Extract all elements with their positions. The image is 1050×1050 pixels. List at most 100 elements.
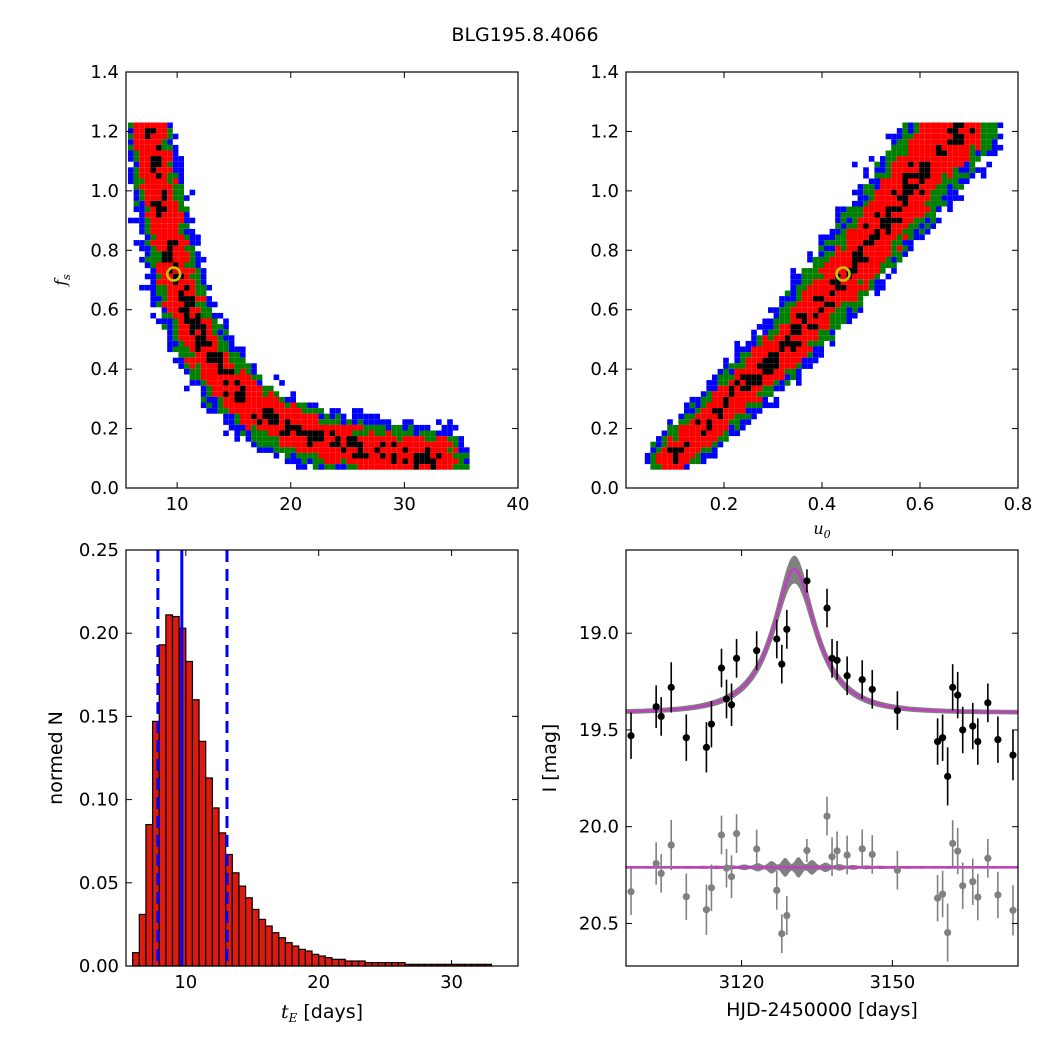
hist-bar — [238, 885, 247, 967]
outer-cell — [301, 464, 308, 470]
sigma2-cell — [139, 184, 145, 190]
outer-cell — [139, 256, 145, 263]
sigma2-cell — [419, 447, 425, 453]
sigma3-cell — [178, 206, 184, 213]
sigma2-cell — [964, 122, 970, 129]
sigma2-cell — [896, 184, 903, 190]
sigma2-cell — [172, 312, 179, 319]
sigma1-cell — [885, 223, 892, 229]
sigma1-cell — [335, 441, 341, 448]
sigma3-cell — [768, 335, 774, 341]
residual-point — [707, 884, 716, 892]
sigma2-cell — [919, 139, 925, 145]
sigma2-cell — [212, 335, 218, 341]
sigma3-cell — [128, 144, 134, 151]
sigma1-cell — [919, 161, 925, 168]
sigma3-cell — [374, 424, 380, 431]
sigma2-cell — [930, 128, 936, 134]
hist-bar — [191, 699, 200, 967]
outer-cell — [762, 402, 768, 409]
sigma3-cell — [430, 430, 436, 437]
sigma3-cell — [452, 436, 459, 442]
sigma2-cell — [296, 447, 302, 453]
sigma2-cell — [706, 436, 712, 442]
sigma3-cell — [801, 268, 808, 274]
sigma3-cell — [139, 195, 145, 201]
sigma2-cell — [941, 156, 948, 162]
panel1-xtick-label: 0.2 — [710, 494, 739, 515]
sigma2-cell — [352, 447, 358, 453]
outer-cell — [234, 346, 240, 353]
outer-cell — [144, 284, 151, 291]
sigma2-cell — [144, 150, 151, 157]
sigma2-cell — [913, 212, 920, 218]
sigma3-cell — [296, 402, 302, 409]
sigma2-cell — [167, 301, 173, 308]
outer-cell — [144, 273, 151, 280]
sigma1-cell — [852, 268, 858, 274]
sigma3-cell — [706, 396, 712, 403]
sigma1-cell — [251, 413, 257, 420]
sigma3-cell — [172, 184, 179, 190]
outer-cell — [835, 228, 841, 235]
sigma2-cell — [290, 430, 296, 437]
outer-cell — [807, 363, 813, 369]
outer-cell — [891, 256, 897, 263]
outer-cell — [936, 217, 942, 224]
sigma1-cell — [891, 217, 897, 224]
sigma3-cell — [150, 256, 156, 263]
outer-cell — [172, 156, 179, 162]
sigma2-cell — [930, 156, 936, 162]
sigma2-cell — [161, 212, 168, 218]
outer-cell — [712, 452, 718, 459]
outer-cell — [200, 273, 207, 280]
sigma2-cell — [936, 122, 942, 129]
outer-cell — [189, 380, 196, 386]
sigma2-cell — [178, 245, 184, 252]
sigma2-cell — [857, 268, 864, 274]
outer-cell — [880, 167, 886, 173]
sigma3-cell — [380, 430, 386, 437]
sigma2-cell — [936, 133, 942, 140]
outer-cell — [751, 340, 757, 347]
sigma2-cell — [296, 441, 302, 448]
outer-cell — [924, 217, 931, 224]
outer-cell — [273, 452, 280, 459]
sigma2-cell — [363, 458, 369, 465]
sigma2-cell — [150, 178, 156, 185]
sigma1-cell — [178, 307, 184, 313]
sigma1-cell — [773, 363, 780, 369]
sigma3-cell — [689, 402, 696, 409]
sigma2-cell — [868, 256, 875, 263]
sigma2-cell — [712, 436, 718, 442]
sigma1-cell — [430, 464, 436, 470]
sigma2-cell — [240, 402, 246, 409]
sigma1-cell — [307, 436, 313, 442]
residual-point — [959, 882, 967, 890]
sigma1-cell — [908, 184, 914, 190]
hist-bar — [311, 953, 320, 967]
outer-cell — [217, 329, 224, 336]
sigma2-cell — [723, 419, 729, 425]
outer-cell — [975, 167, 981, 173]
sigma2-cell — [740, 391, 746, 397]
outer-cell — [796, 374, 802, 381]
sigma1-cell — [284, 424, 291, 431]
sigma3-cell — [930, 189, 936, 196]
outer-cell — [251, 368, 257, 375]
outer-cell — [178, 363, 184, 369]
sigma2-cell — [452, 447, 459, 453]
outer-cell — [178, 178, 184, 185]
panel2-ytick-label: 0.25 — [79, 540, 119, 561]
sigma3-cell — [868, 189, 875, 196]
sigma3-cell — [768, 385, 774, 392]
sigma2-cell — [796, 357, 802, 364]
residual-point — [657, 869, 665, 878]
sigma2-cell — [824, 290, 830, 297]
sigma2-cell — [874, 189, 880, 196]
outer-cell — [975, 150, 981, 157]
sigma2-cell — [751, 391, 757, 397]
sigma3-cell — [161, 324, 168, 330]
sigma2-cell — [139, 172, 145, 179]
sigma1-cell — [863, 223, 869, 229]
